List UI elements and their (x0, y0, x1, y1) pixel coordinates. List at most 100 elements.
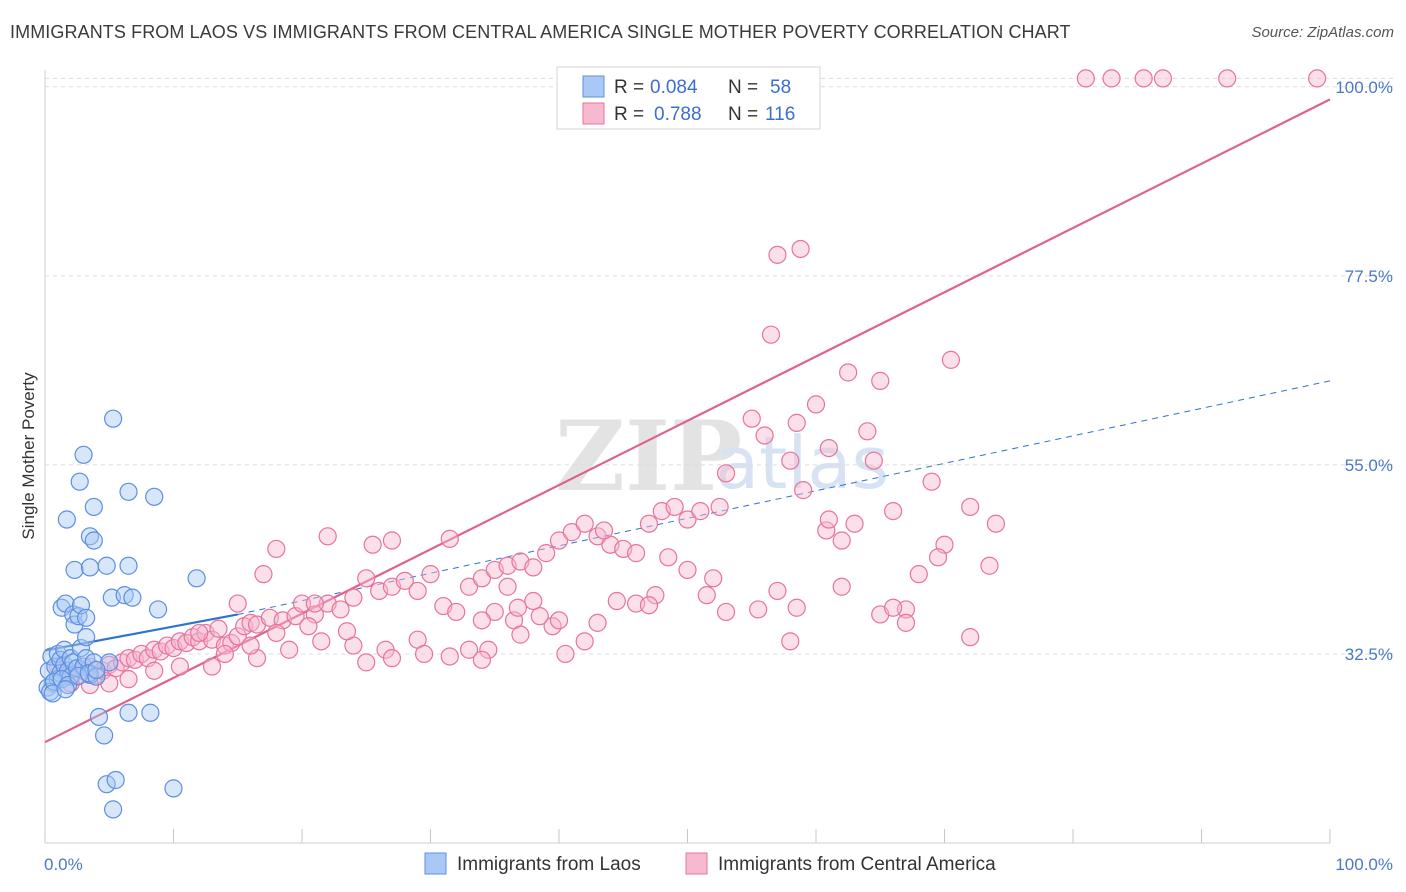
central-america-point (922, 472, 941, 491)
central-america-point (228, 627, 247, 646)
laos-point (56, 680, 75, 699)
legend-swatch-laos (582, 75, 605, 98)
central-america-point (119, 670, 138, 689)
central-america-point (928, 548, 948, 567)
central-america-point (845, 514, 864, 533)
legend-n-label-laos: N = (728, 77, 758, 98)
central-america-point (241, 613, 260, 632)
central-america-point (1134, 69, 1153, 88)
central-america-point (781, 632, 800, 651)
laos-point (95, 726, 114, 745)
laos-point (119, 556, 138, 575)
central-america-point (794, 481, 813, 500)
central-america-point (768, 581, 787, 601)
legend-n-value-central-america: 116 (765, 104, 795, 125)
central-america-point (357, 569, 376, 588)
bottom-legend-swatch-central-america (685, 852, 708, 875)
central-america-point (459, 577, 479, 596)
central-america-point (440, 647, 459, 666)
x-tick-label-start: 0.0% (44, 855, 83, 874)
laos-point (70, 472, 89, 491)
central-america-point (864, 451, 883, 470)
central-america-point (414, 644, 434, 664)
laos-point (69, 607, 88, 626)
central-america-point (280, 640, 299, 659)
central-america-point (768, 245, 787, 264)
laos-point (77, 608, 96, 627)
central-america-point (305, 605, 324, 624)
central-america-point (267, 539, 286, 559)
central-america-point (980, 556, 999, 575)
bottom-legend-label-laos: Immigrants from Laos (457, 854, 641, 875)
central-america-point (472, 650, 491, 669)
laos-point (74, 445, 93, 464)
laos-point (141, 703, 160, 722)
central-america-point (305, 594, 324, 613)
central-america-point (961, 497, 980, 517)
legend-r-label-central-america: R = (614, 104, 644, 125)
central-america-point (704, 569, 723, 588)
central-america-point (716, 464, 736, 483)
laos-point (104, 800, 123, 819)
central-america-point (363, 535, 382, 554)
central-america-point (839, 363, 858, 382)
bottom-legend-label-central-america: Immigrants from Central America (718, 854, 996, 875)
central-america-point (659, 548, 678, 567)
central-america-point (832, 577, 851, 596)
central-america-point (267, 623, 286, 643)
central-america-point (421, 565, 440, 584)
central-america-point (678, 510, 697, 529)
central-america-point (665, 497, 684, 517)
central-america-point (781, 451, 800, 470)
central-america-point (961, 628, 980, 647)
central-america-point (485, 602, 504, 622)
central-america-point (883, 598, 903, 617)
bottom-legend-swatch-laos (424, 852, 447, 875)
legend-n-label-central-america: N = (728, 104, 758, 125)
central-america-point (761, 325, 781, 344)
legend-n-value-laos: 58 (770, 77, 791, 98)
laos-point (89, 707, 109, 727)
laos-point (106, 770, 125, 790)
central-america-point (292, 594, 312, 613)
laos-point (97, 556, 116, 575)
central-america-point (254, 565, 273, 584)
watermark: ZIP atlas (555, 400, 889, 513)
laos-point (65, 560, 84, 580)
central-america-point (479, 640, 498, 659)
legend-swatch-central-america (582, 102, 605, 125)
central-america-point (575, 632, 594, 651)
central-america-point (357, 653, 376, 672)
central-america-point (209, 619, 228, 638)
central-america-point (228, 594, 247, 613)
central-america-point (549, 531, 569, 550)
central-america-point (331, 600, 350, 619)
central-america-point (1308, 69, 1327, 88)
central-america-point (530, 607, 549, 626)
legend-r-label-laos: R = (614, 77, 644, 98)
central-america-point (299, 617, 318, 636)
central-america-point (755, 426, 774, 445)
central-america-point (787, 413, 806, 432)
central-america-point (832, 531, 851, 550)
laos-point (123, 588, 142, 607)
central-america-point (575, 514, 594, 533)
laos-point (104, 409, 123, 428)
central-america-point (883, 502, 903, 521)
central-america-point (691, 502, 710, 521)
central-america-point (787, 598, 806, 617)
central-america-point (241, 636, 260, 655)
legend: R = 0.084 N = 58 R = 0.788 N = 116 (556, 66, 821, 130)
central-america-point (742, 409, 761, 428)
central-america-point (318, 527, 337, 546)
central-america-point (806, 395, 826, 414)
central-america-point (678, 560, 697, 580)
tick-labels: 32.5% 55.0% 77.5% 100.0% 0.0% 100.0% (44, 78, 1393, 874)
central-america-point (202, 657, 222, 676)
central-america-point (819, 510, 838, 529)
central-america-point (594, 521, 614, 540)
central-america-point (697, 586, 716, 605)
central-america-point (170, 657, 190, 676)
central-america-point (337, 622, 357, 641)
